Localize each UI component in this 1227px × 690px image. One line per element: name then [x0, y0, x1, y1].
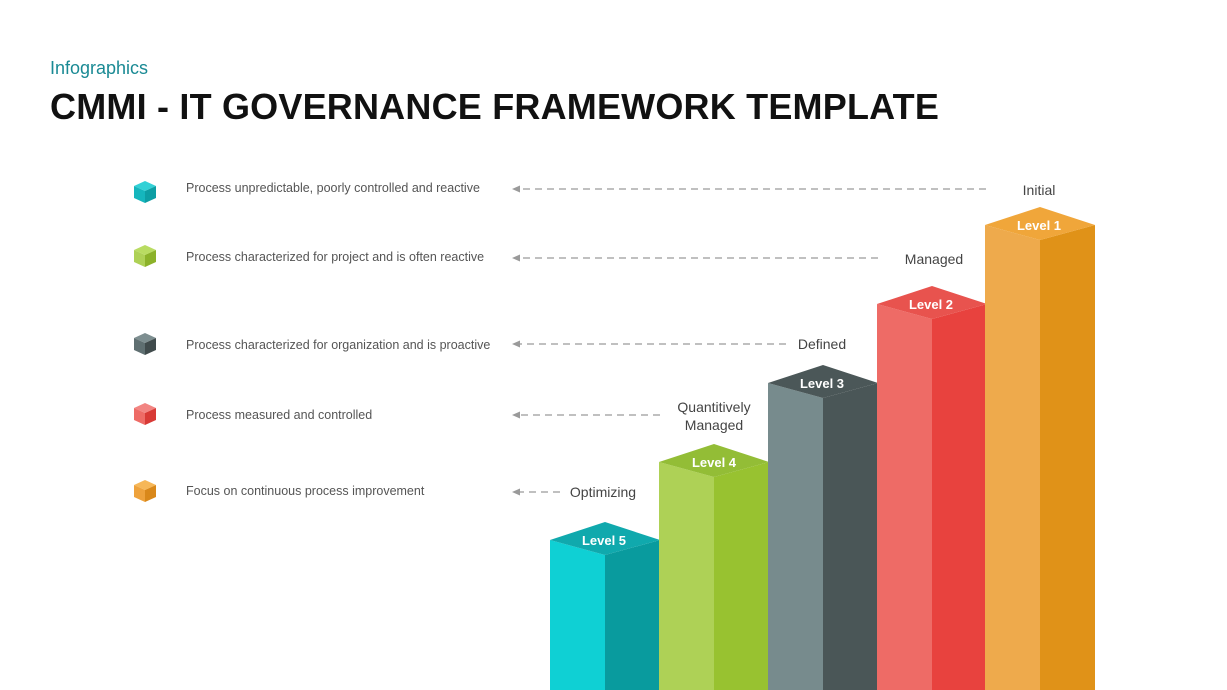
bar-tag-level-3: Level 3 — [800, 376, 844, 391]
description-level-5: Focus on continuous process improvement — [186, 484, 425, 498]
legend-cube-icon-4 — [134, 403, 156, 425]
connector-arrow-level-2 — [512, 254, 878, 262]
description-level-1: Process unpredictable, poorly controlled… — [186, 181, 480, 195]
connector-arrow-level-1 — [512, 185, 986, 193]
bar-level-1: Level 1 — [985, 207, 1095, 690]
level-name-managed: Managed — [904, 251, 964, 267]
legend-cube-icon-3 — [134, 333, 156, 355]
bar-tag-level-5: Level 5 — [582, 533, 626, 548]
bar-tag-level-2: Level 2 — [909, 297, 953, 312]
level-name-quantitively-managed: Quantitively Managed — [677, 399, 751, 433]
bar-level-2: Level 2 — [877, 286, 987, 690]
bar-level-4: Level 4 — [659, 444, 769, 690]
description-level-2: Process characterized for project and is… — [186, 250, 485, 264]
bar-level-3: Level 3 — [768, 365, 878, 690]
connector-arrow-level-3 — [512, 340, 786, 348]
level-name-initial: Initial — [1022, 182, 1056, 198]
page-title: CMMI - IT GOVERNANCE FRAMEWORK TEMPLATE — [50, 86, 940, 127]
connector-arrow-level-5 — [512, 488, 560, 496]
level-name-defined: Defined — [797, 336, 847, 352]
legend-cube-icon-1 — [134, 181, 156, 203]
bar-tag-level-1: Level 1 — [1017, 218, 1061, 233]
legend-cube-icon-2 — [134, 245, 156, 267]
description-level-4: Process measured and controlled — [186, 408, 373, 422]
subtitle: Infographics — [50, 58, 149, 78]
legend-cube-icon-5 — [134, 480, 156, 502]
bar-tag-level-4: Level 4 — [692, 455, 737, 470]
level-name-optimizing: Optimizing — [569, 484, 637, 500]
connector-arrow-level-4 — [512, 411, 660, 419]
description-level-3: Process characterized for organization a… — [186, 338, 491, 352]
bar-level-5: Level 5 — [550, 522, 660, 690]
